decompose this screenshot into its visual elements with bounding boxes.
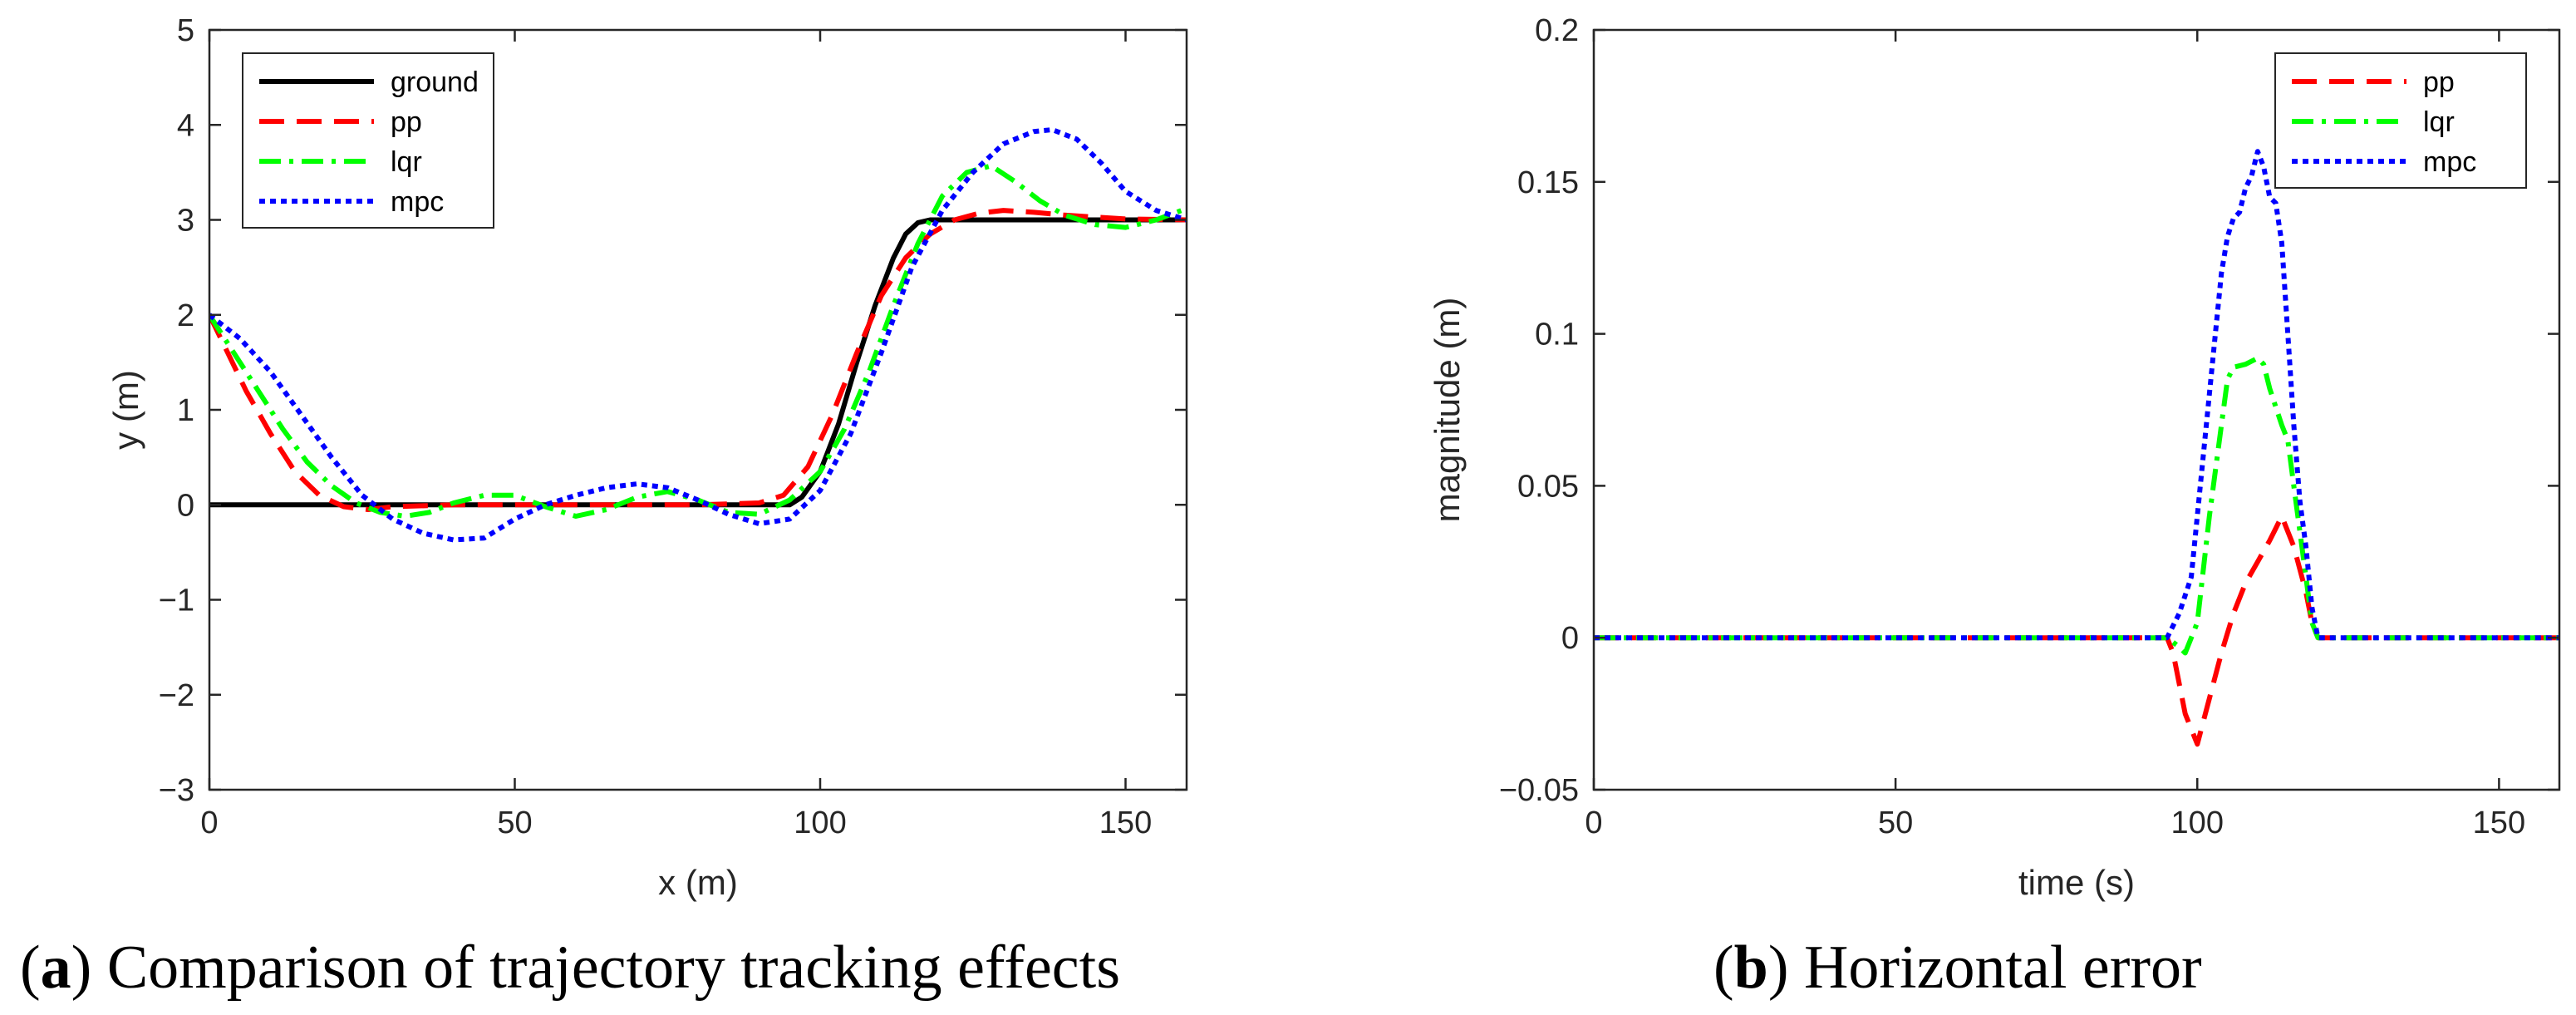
caption-text-a: Comparison of trajectory tracking effect… (107, 934, 1120, 1002)
x-axis-label-b: time (s) (2018, 863, 2135, 902)
series-line-mpc-a (209, 127, 1187, 543)
y-tick-label-b: 0.15 (1517, 165, 1579, 200)
x-tick-label-b: 0 (1585, 806, 1602, 840)
legend-label-lqr-a: lqr (391, 146, 422, 178)
legend-b: pp lqr mpc (2274, 52, 2527, 189)
legend-label-pp-a: pp (391, 106, 422, 138)
y-tick-label-a: 1 (177, 393, 194, 428)
x-axis-label-a: x (m) (658, 863, 738, 902)
x-tick-label-a: 100 (794, 806, 846, 840)
legend-label-pp-b: pp (2423, 67, 2455, 98)
y-tick-label-a: 3 (177, 204, 194, 239)
y-tick-label-b: −0.05 (1499, 773, 1579, 808)
series-line-mpc-b (1594, 149, 2559, 641)
y-tick-label-b: 0 (1561, 621, 1579, 656)
caption-letter-b: b (1734, 934, 1768, 1002)
x-tick-label-a: 0 (200, 806, 218, 840)
y-tick-label-a: 0 (177, 488, 194, 523)
x-tick-label-a: 50 (497, 806, 532, 840)
series-layer-b (1594, 149, 2559, 747)
caption-a: (a) Comparison of trajectory tracking ef… (20, 934, 1120, 1002)
y-tick-label-a: −2 (159, 678, 194, 713)
y-tick-label-a: −3 (159, 773, 194, 808)
series-layer-a (209, 127, 1187, 543)
legend-label-lqr-b: lqr (2423, 106, 2455, 138)
legend-label-mpc-a: mpc (391, 186, 444, 218)
x-tick-label-b: 100 (2171, 806, 2224, 840)
legend-a: ground pp lqr mpc (242, 52, 494, 229)
x-tick-label-b: 50 (1878, 806, 1913, 840)
x-tick-label-a: 150 (1099, 806, 1152, 840)
y-tick-label-a: −1 (159, 584, 194, 618)
series-line-pp-a (209, 208, 1187, 512)
x-tick-label-b: 150 (2473, 806, 2525, 840)
caption-text-b: Horizontal error (1804, 934, 2202, 1002)
y-tick-label-b: 0.2 (1535, 13, 1579, 48)
axes-frame-a (208, 28, 1188, 791)
y-tick-label-b: 0.1 (1535, 318, 1579, 352)
caption-b: (b) Horizontal error (1713, 934, 2202, 1002)
legend-label-ground-a: ground (391, 67, 479, 98)
tick-layer-a: 0 50 100 150 −3 −2 −1 0 1 2 3 4 5 (159, 13, 1187, 840)
y-tick-label-b: 0.05 (1517, 469, 1579, 504)
legend-label-mpc-b: mpc (2423, 146, 2476, 178)
y-axis-label-b: magnitude (m) (1428, 298, 1467, 523)
y-tick-label-a: 5 (177, 13, 194, 48)
axes-frame-b (1592, 28, 2561, 791)
y-tick-label-a: 2 (177, 298, 194, 333)
series-line-lqr-b (1594, 355, 2559, 656)
panel-a: 0 50 100 150 −3 −2 −1 0 1 2 3 4 5 x (m) y (m) ground… (20, 13, 1188, 1002)
y-axis-label-a: y (m) (106, 370, 145, 450)
y-tick-label-a: 4 (177, 108, 194, 143)
legend-box-b (2274, 52, 2527, 189)
caption-letter-a: a (41, 934, 71, 1002)
